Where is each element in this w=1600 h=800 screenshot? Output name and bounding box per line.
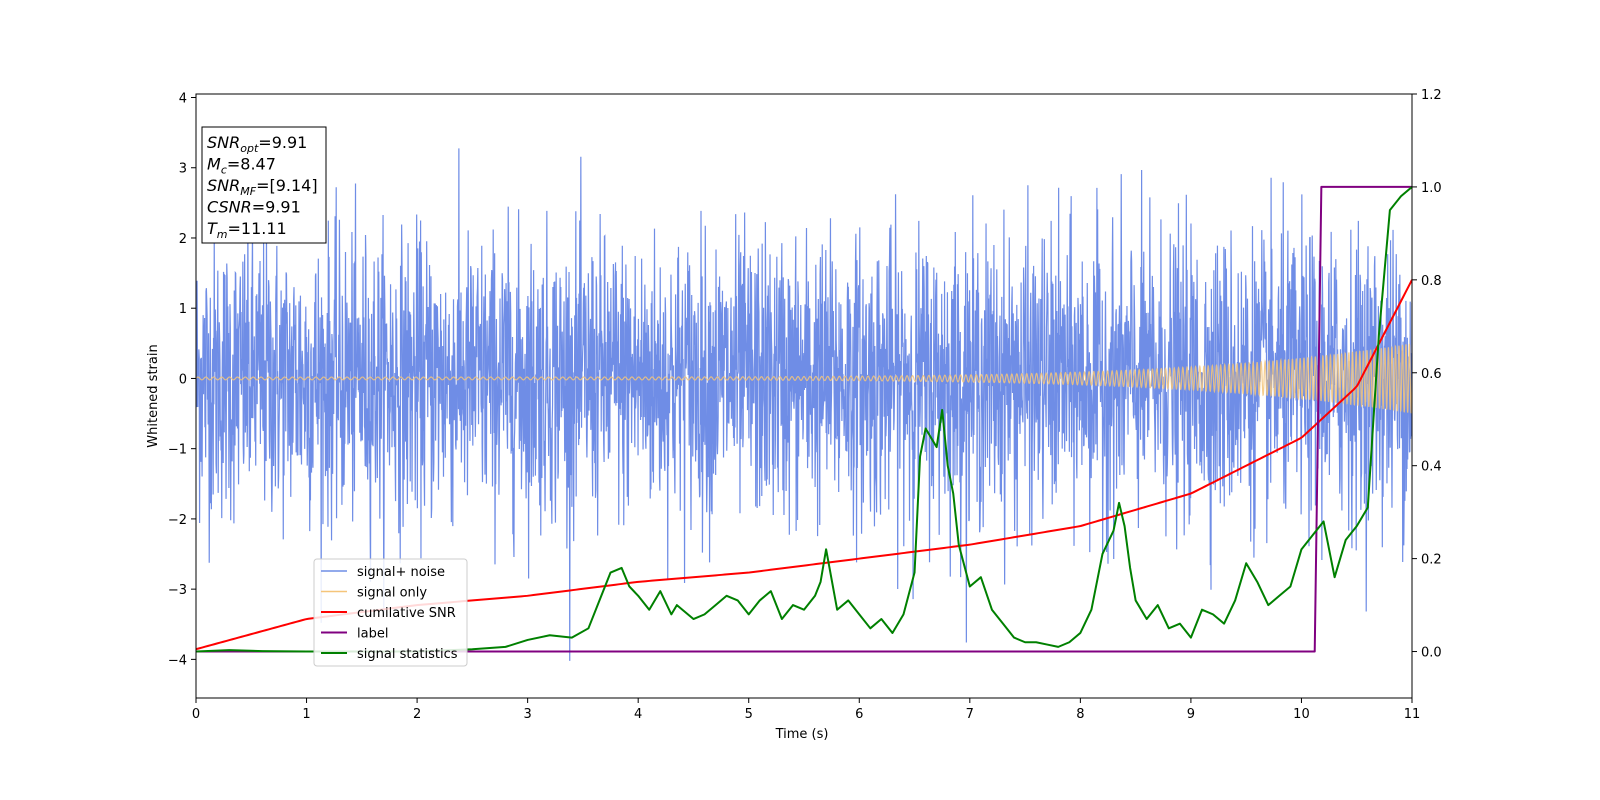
series-signal-noise bbox=[196, 148, 1412, 661]
x-tick-label: 11 bbox=[1404, 707, 1421, 722]
y-right-tick-label: 0.8 bbox=[1421, 274, 1442, 289]
legend-label: signal only bbox=[357, 586, 427, 601]
y-left-tick-label: 2 bbox=[179, 232, 187, 247]
annotation-line: Tm=11.11 bbox=[207, 219, 287, 241]
y-axis-right: 1.2 1.0 0.8 0.6 0.4 0.2 0.0 bbox=[1412, 88, 1442, 661]
y-left-tick-label: 1 bbox=[179, 302, 187, 317]
series-label bbox=[196, 185, 1412, 653]
y-right-tick-label: 0.4 bbox=[1421, 460, 1442, 475]
legend-label: signal+ noise bbox=[357, 565, 445, 580]
legend-label: label bbox=[357, 627, 388, 642]
y-left-tick-label: −3 bbox=[168, 583, 187, 598]
annotation-line: SNRopt=9.91 bbox=[207, 133, 307, 155]
x-tick-label: 5 bbox=[745, 707, 753, 722]
plot-frame bbox=[195, 93, 1413, 699]
y-left-tick-label: −4 bbox=[168, 653, 187, 668]
y-left-tick-label: 3 bbox=[179, 162, 187, 177]
x-tick-label: 6 bbox=[855, 707, 863, 722]
annotation-line: Mc=8.47 bbox=[207, 155, 276, 177]
x-tick-label: 10 bbox=[1293, 707, 1310, 722]
y-right-tick-label: 0.2 bbox=[1421, 553, 1442, 568]
legend: signal+ noise signal only cumilative SNR la… bbox=[313, 558, 468, 667]
y-left-tick-label: −2 bbox=[168, 513, 187, 528]
x-tick-label: 1 bbox=[302, 707, 310, 722]
y-right-tick-label: 1.0 bbox=[1421, 181, 1442, 196]
y-left-tick-label: −1 bbox=[168, 443, 187, 458]
y-left-tick-label: 0 bbox=[179, 372, 187, 387]
x-tick-label: 4 bbox=[634, 707, 642, 722]
y-left-tick-label: 4 bbox=[179, 92, 187, 107]
legend-label: signal statistics bbox=[357, 647, 458, 662]
x-tick-label: 9 bbox=[1187, 707, 1195, 722]
x-axis: 0 1 2 3 4 5 6 7 8 9 10 11 bbox=[192, 698, 1420, 722]
legend-label: cumilative SNR bbox=[357, 606, 456, 621]
annotation-line: SNRMF=[9.14] bbox=[207, 176, 318, 198]
series-signal-only bbox=[196, 343, 1412, 414]
y-right-tick-label: 0.6 bbox=[1421, 367, 1442, 382]
y-right-tick-label: 1.2 bbox=[1421, 88, 1442, 103]
x-tick-label: 0 bbox=[192, 707, 200, 722]
x-axis-title: Time (s) bbox=[775, 727, 829, 742]
legend-box bbox=[313, 558, 468, 667]
series-signal-statistics bbox=[196, 186, 1412, 653]
y-axis-title: Whitened strain bbox=[146, 344, 161, 447]
y-axis-left: 4 3 2 1 0 −1 −2 −3 −4 bbox=[168, 92, 196, 668]
x-tick-label: 7 bbox=[966, 707, 974, 722]
x-tick-label: 8 bbox=[1076, 707, 1084, 722]
x-tick-label: 2 bbox=[413, 707, 421, 722]
annotation-line: CSNR=9.91 bbox=[207, 198, 301, 217]
annotation-box bbox=[201, 126, 327, 244]
x-tick-label: 3 bbox=[523, 707, 531, 722]
y-right-tick-label: 0.0 bbox=[1421, 646, 1442, 661]
